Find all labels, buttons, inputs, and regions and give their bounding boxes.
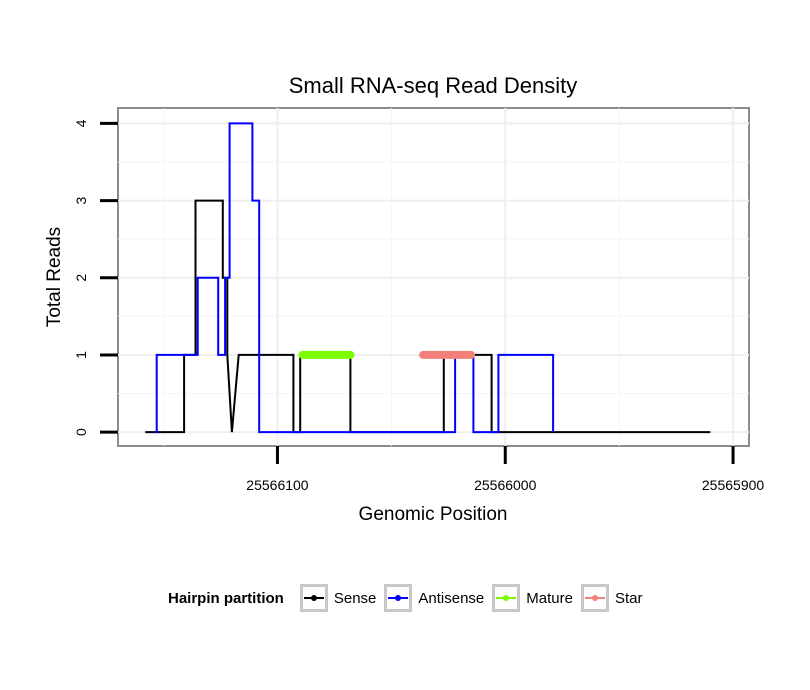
legend-key-star — [580, 584, 609, 612]
y-tick-label: 1 — [73, 351, 89, 359]
x-tick-label: 25565900 — [702, 477, 765, 493]
legend-label-antisense: Antisense — [418, 589, 485, 607]
series-layer — [145, 122, 711, 434]
legend: Hairpin partition Sense Antisense Mature… — [168, 578, 650, 618]
x-tick-label: 25566100 — [246, 477, 309, 493]
x-axis-label: Genomic Position — [359, 504, 508, 525]
legend-item-star: Star — [580, 584, 643, 612]
axes: 25566100 25566000 25565900 0 1 2 3 4 — [73, 119, 764, 493]
y-tick-label: 3 — [73, 197, 89, 205]
legend-label-mature: Mature — [526, 589, 573, 607]
legend-title: Hairpin partition — [168, 589, 284, 607]
legend-label-sense: Sense — [333, 589, 377, 607]
legend-key-antisense — [384, 584, 413, 612]
legend-item-antisense: Antisense — [384, 584, 484, 612]
chart-title: Small RNA-seq Read Density — [289, 73, 578, 98]
legend-label-star: Star — [614, 589, 643, 607]
y-tick-label: 0 — [73, 428, 89, 436]
legend-key-mature — [492, 584, 521, 612]
y-tick-label: 2 — [73, 274, 89, 282]
legend-key-sense — [299, 584, 328, 612]
series-line-antisense — [154, 122, 555, 434]
legend-item-mature: Mature — [492, 584, 573, 612]
y-axis-label: Total Reads — [44, 227, 65, 327]
legend-item-sense: Sense — [299, 584, 377, 612]
series-line-sense — [145, 199, 711, 434]
y-tick-label: 4 — [73, 119, 89, 127]
x-tick-label: 25566000 — [474, 477, 537, 493]
